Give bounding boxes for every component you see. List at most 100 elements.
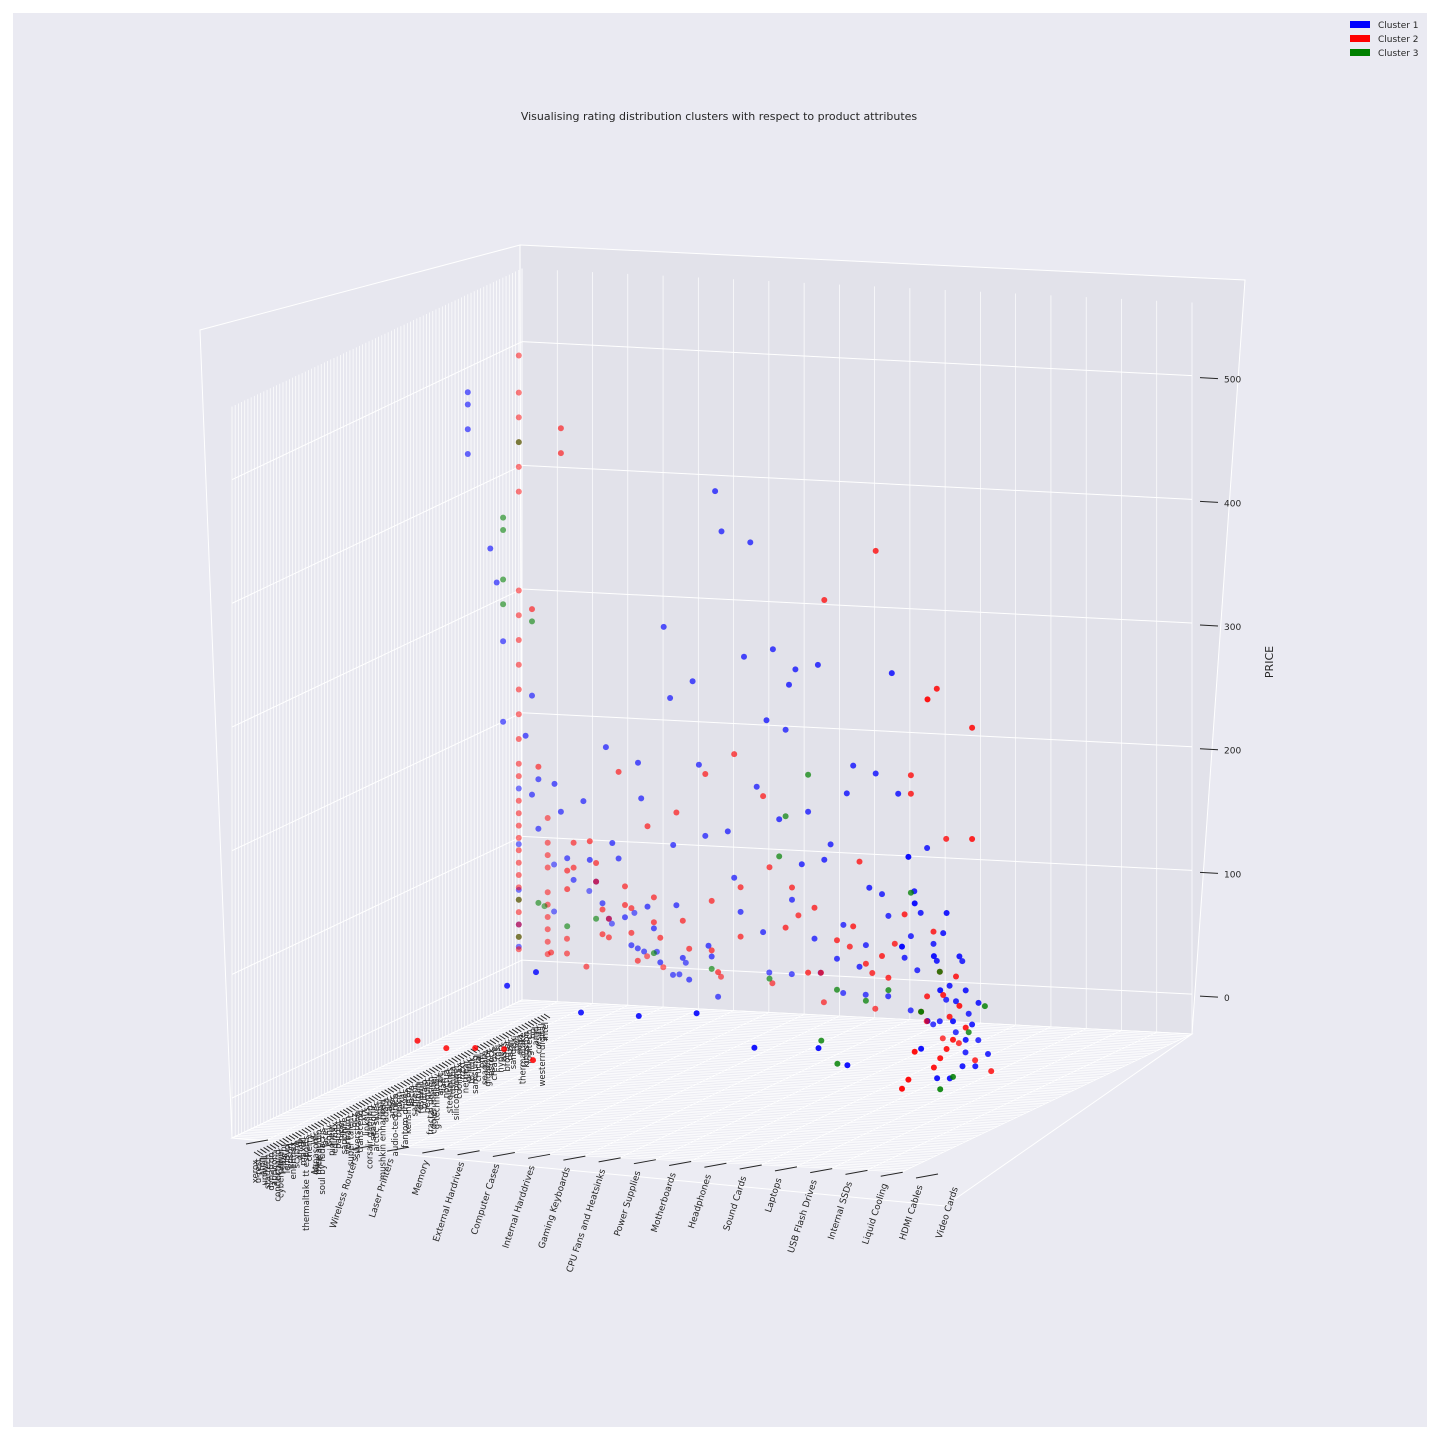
x-tick-label: kensington: [404, 1087, 414, 1134]
x-tick-label: epson: [286, 1143, 296, 1169]
data-point: [586, 856, 593, 863]
y-tick-mark: [457, 1150, 480, 1156]
data-point: [718, 973, 724, 980]
data-point: [635, 1013, 642, 1019]
x-tick-mark: [537, 1016, 544, 1022]
x-tick-label: mee audio: [315, 1130, 325, 1175]
x-tick-mark: [540, 1015, 548, 1020]
data-point: [950, 1073, 956, 1080]
floor-grid-line-y: [901, 1033, 1193, 1173]
x-tick-label: kingston: [522, 1031, 532, 1067]
data-point: [501, 1046, 508, 1053]
x-tick-mark: [336, 1112, 344, 1117]
data-point: [811, 935, 818, 942]
data-point: [515, 637, 522, 643]
data-point: [924, 993, 931, 1000]
data-point: [969, 724, 976, 731]
price-grid-line-back: [521, 959, 1193, 995]
data-point: [940, 930, 947, 937]
z-tick-mark: [1199, 377, 1219, 380]
x-tick-mark: [460, 1053, 468, 1058]
floor-grid-line-y: [690, 1022, 981, 1162]
data-point: [487, 545, 494, 552]
data-point: [731, 751, 738, 758]
x-tick-mark: [374, 1093, 382, 1099]
y-tick-mark: [316, 1143, 339, 1149]
data-point: [805, 969, 812, 976]
data-point: [564, 950, 570, 957]
data-point: [708, 897, 715, 904]
floor-grid-line-x: [410, 1052, 1081, 1088]
floor-grid-line-x: [327, 1092, 998, 1127]
data-point: [899, 943, 905, 950]
floor-grid-line-x: [455, 1031, 1126, 1067]
data-point: [776, 816, 783, 823]
data-point: [914, 967, 921, 974]
x-tick-label: corsair: [535, 1025, 545, 1054]
x-tick-label: silverstone: [353, 1111, 363, 1157]
legend-label: Cluster 3: [1378, 49, 1419, 59]
data-point: [885, 993, 892, 1000]
z-tick-label: 300: [1224, 623, 1241, 633]
floor-grid-line-x: [282, 1113, 954, 1149]
floor-grid-line-x: [439, 1039, 1110, 1074]
floor-grid-line-y: [302, 1003, 593, 1142]
x-tick-mark: [444, 1060, 452, 1066]
data-point: [741, 653, 747, 660]
data-point: [551, 908, 558, 915]
x-tick-mark: [406, 1078, 414, 1084]
data-point: [760, 929, 767, 936]
floor-grid-line-x: [490, 1014, 1161, 1050]
floor-grid-line-y: [796, 1028, 1087, 1167]
floor-grid-line-x: [426, 1045, 1097, 1080]
floor-grid-line-x: [442, 1037, 1113, 1073]
floor-grid-line-x: [359, 1076, 1030, 1112]
floor-grid-line-x: [286, 1111, 957, 1147]
x-tick-mark: [320, 1119, 328, 1125]
x-tick-label: lexar: [398, 1090, 408, 1112]
data-point: [464, 389, 471, 396]
x-tick-label: belkin: [394, 1092, 404, 1118]
x-tick-label: thermaltake tt esports: [302, 1135, 312, 1231]
data-point: [988, 1068, 995, 1075]
x-tick-label: lacie: [407, 1086, 417, 1106]
x-tick-mark: [358, 1101, 366, 1107]
data-point: [529, 606, 535, 613]
z-tick-mark: [1199, 995, 1219, 998]
floor-grid-line-x: [397, 1058, 1068, 1094]
x-tick-label: fractal design: [426, 1077, 436, 1135]
data-point: [605, 934, 612, 941]
data-point: [946, 1013, 953, 1020]
floor-grid-line-y: [231, 999, 523, 1139]
data-point: [907, 772, 914, 779]
x-tick-mark: [317, 1121, 325, 1127]
floor-grid-line-x: [308, 1101, 979, 1136]
x-tick-label: pioneer: [327, 1123, 337, 1156]
x-tick-mark: [304, 1127, 312, 1133]
data-point: [529, 791, 535, 798]
price-grid-line-left: [231, 588, 523, 728]
data-point: [586, 838, 593, 845]
data-point: [907, 790, 914, 797]
floor-grid-line-x: [362, 1075, 1033, 1111]
y-tick-mark: [528, 1153, 551, 1159]
data-point: [981, 1003, 988, 1010]
data-point: [731, 874, 738, 881]
x-tick-mark: [457, 1054, 465, 1060]
x-tick-mark: [508, 1030, 516, 1036]
x-tick-mark: [362, 1100, 369, 1105]
data-point: [544, 914, 551, 920]
data-point: [500, 601, 507, 608]
data-point: [763, 717, 770, 724]
x-tick-label: seagate: [480, 1051, 490, 1085]
x-tick-mark: [355, 1103, 363, 1108]
x-tick-label: coolmax: [455, 1063, 465, 1099]
y-tick-mark: [563, 1155, 586, 1161]
data-point: [628, 942, 635, 949]
floor-grid-line-x: [298, 1105, 969, 1141]
data-point: [936, 968, 943, 975]
data-point: [975, 999, 982, 1006]
floor-grid-line-x: [467, 1025, 1138, 1061]
data-point: [905, 1076, 912, 1083]
data-point: [946, 982, 953, 989]
